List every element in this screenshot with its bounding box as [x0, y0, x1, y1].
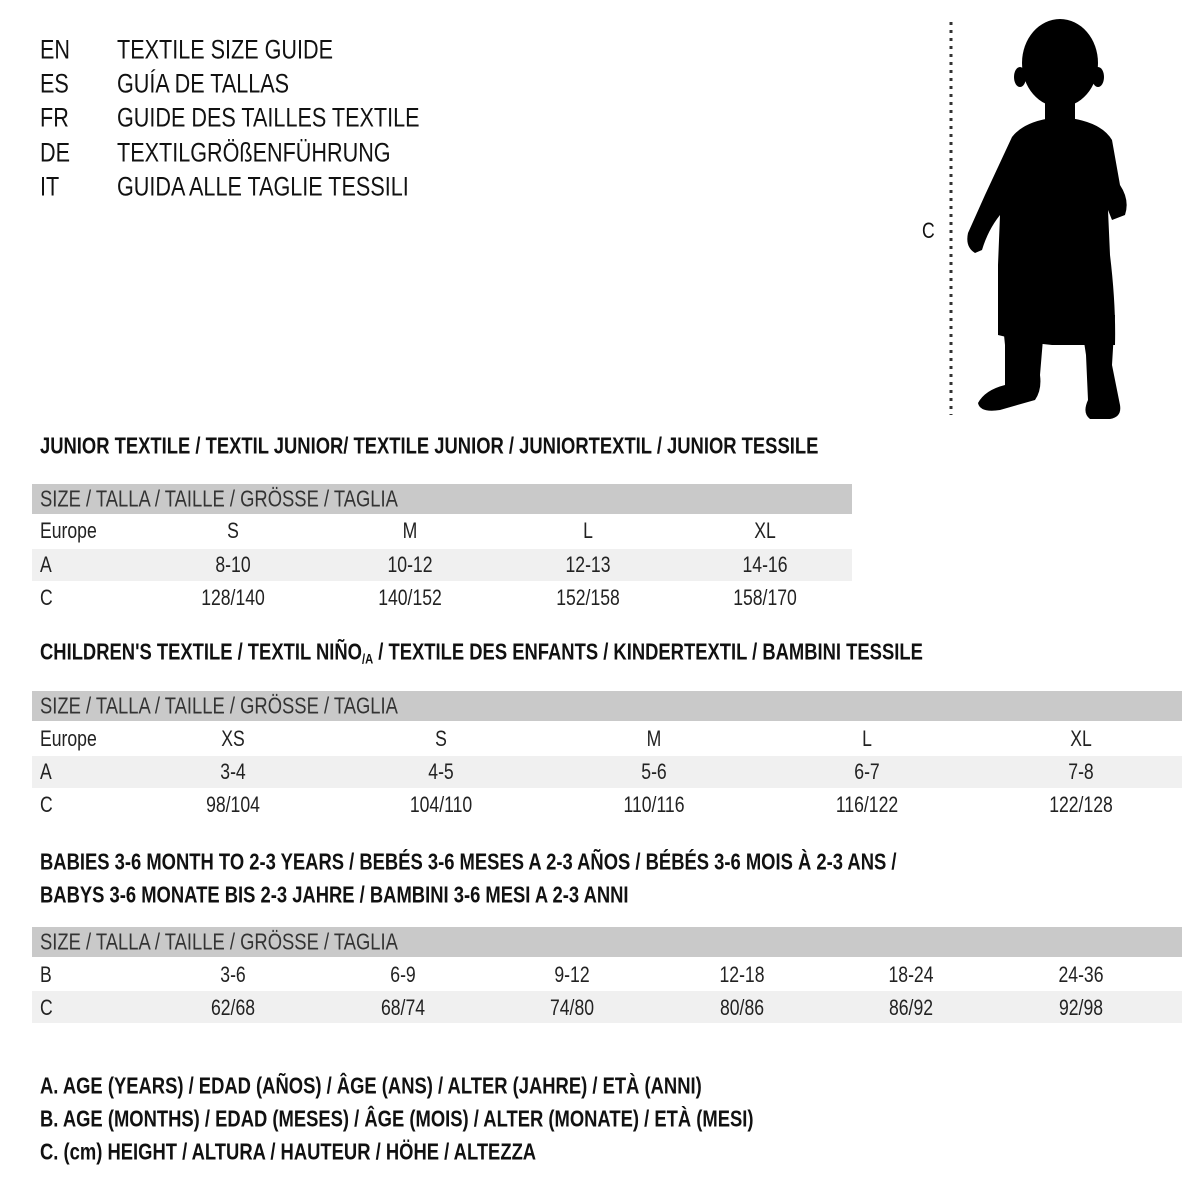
junior-heading: JUNIOR TEXTILE / TEXTIL JUNIOR/ TEXTILE … — [40, 432, 819, 459]
child-silhouette — [967, 19, 1127, 419]
table-cell: 110/116 — [623, 792, 685, 817]
junior-size-header-text: SIZE / TALLA / TAILLE / GRÖSSE / TAGLIA — [40, 485, 398, 512]
legend-a: A. AGE (YEARS) / EDAD (AÑOS) / ÂGE (ANS)… — [40, 1072, 702, 1099]
table-cell: 68/74 — [380, 995, 426, 1020]
table-cell: 74/80 — [549, 995, 595, 1020]
lang-title: GUIDE DES TAILLES TEXTILE — [117, 102, 420, 133]
table-cell: 3-4 — [220, 759, 246, 784]
table-cell: 12-13 — [565, 552, 611, 577]
babies-heading-line1: BABIES 3-6 MONTH TO 2-3 YEARS / BEBÉS 3-… — [40, 848, 897, 875]
child-silhouette-icon — [949, 19, 1127, 419]
table-cell: 92/98 — [1058, 995, 1104, 1020]
children-size-header-text: SIZE / TALLA / TAILLE / GRÖSSE / TAGLIA — [40, 692, 398, 719]
row-shade — [32, 756, 1182, 788]
table-cell: 4-5 — [428, 759, 454, 784]
table-cell: 98/104 — [206, 792, 260, 817]
table-cell: 6-9 — [390, 962, 416, 987]
row-label: C — [40, 995, 53, 1020]
table-cell: S — [435, 726, 447, 751]
table-cell: 6-7 — [854, 759, 880, 784]
junior-size-header — [32, 484, 852, 514]
legend-c: C. (cm) HEIGHT / ALTURA / HAUTEUR / HÖHE… — [40, 1138, 537, 1165]
row-label: Europe — [40, 726, 97, 751]
lang-code: IT — [40, 171, 60, 202]
table-cell: 24-36 — [1058, 962, 1104, 987]
table-cell: 5-6 — [641, 759, 667, 784]
table-cell: 3-6 — [220, 962, 246, 987]
table-cell: 140/152 — [378, 585, 442, 610]
table-cell: 152/158 — [556, 585, 620, 610]
table-cell: 12-18 — [719, 962, 765, 987]
table-cell: 122/128 — [1049, 792, 1113, 817]
lang-title: GUIDA ALLE TAGLIE TESSILI — [117, 171, 409, 202]
row-label: C — [40, 792, 53, 817]
table-cell: XS — [221, 726, 245, 751]
lang-title: GUÍA DE TALLAS — [117, 68, 290, 99]
table-cell: 158/170 — [733, 585, 797, 610]
table-cell: L — [583, 518, 593, 543]
row-label: B — [40, 962, 52, 987]
row-label: A — [40, 552, 52, 577]
table-cell: 18-24 — [888, 962, 934, 987]
row-label: A — [40, 759, 52, 784]
lang-code: EN — [40, 34, 71, 65]
table-cell: M — [646, 726, 662, 751]
table-cell: 8-10 — [215, 552, 251, 577]
children-heading: CHILDREN'S TEXTILE / TEXTIL NIÑO/A / TEX… — [40, 638, 923, 667]
table-cell: 104/110 — [409, 792, 473, 817]
table-cell: L — [862, 726, 872, 751]
lang-code: FR — [40, 102, 69, 133]
table-cell: S — [227, 518, 239, 543]
legend-b: B. AGE (MONTHS) / EDAD (MESES) / ÂGE (MO… — [40, 1105, 754, 1132]
children-heading-sub: /A — [361, 650, 374, 667]
babies-heading-line2: BABYS 3-6 MONATE BIS 2-3 JAHRE / BAMBINI… — [40, 881, 629, 908]
row-label: Europe — [40, 518, 97, 543]
table-cell: 116/122 — [835, 792, 899, 817]
lang-title: TEXTILE SIZE GUIDE — [117, 34, 334, 65]
table-cell: 62/68 — [210, 995, 256, 1020]
table-cell: 10-12 — [387, 552, 433, 577]
table-cell: XL — [754, 518, 776, 543]
table-cell: 14-16 — [742, 552, 788, 577]
children-heading-rest: / TEXTILE DES ENFANTS / KINDERTEXTIL / B… — [373, 638, 923, 665]
row-shade — [32, 991, 1182, 1023]
table-cell: M — [402, 518, 418, 543]
lang-code: DE — [40, 137, 71, 168]
babies-size-header-text: SIZE / TALLA / TAILLE / GRÖSSE / TAGLIA — [40, 928, 398, 955]
table-cell: 7-8 — [1068, 759, 1094, 784]
table-cell: 86/92 — [888, 995, 934, 1020]
table-cell: 128/140 — [201, 585, 265, 610]
children-size-header — [32, 691, 1182, 721]
table-cell: 9-12 — [554, 962, 590, 987]
lang-title: TEXTILGRÖßENFÜHRUNG — [117, 137, 391, 168]
lang-code: ES — [40, 68, 69, 99]
height-label: C — [922, 218, 935, 243]
children-heading-main: CHILDREN'S TEXTILE / TEXTIL NIÑO — [40, 638, 362, 665]
table-cell: 80/86 — [719, 995, 765, 1020]
babies-size-header — [32, 927, 1182, 957]
row-shade — [32, 549, 852, 581]
row-label: C — [40, 585, 53, 610]
table-cell: XL — [1070, 726, 1092, 751]
